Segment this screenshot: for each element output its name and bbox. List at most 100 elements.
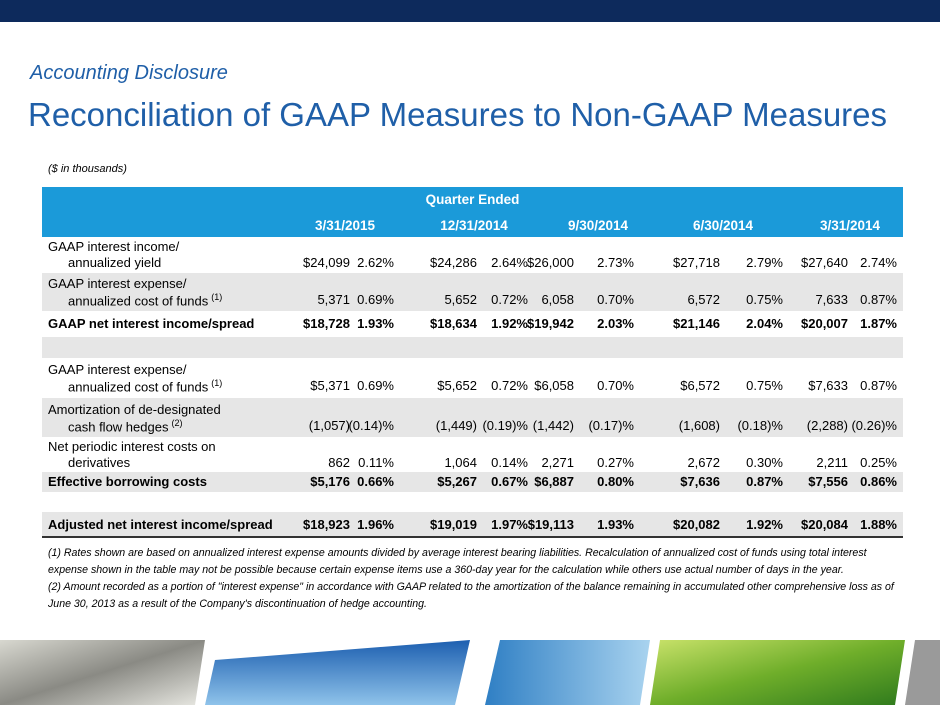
footnote: (2) Amount recorded as a portion of "int…: [48, 581, 894, 610]
cell-value: 0.11%: [358, 454, 394, 470]
cell-value: 1.93%: [597, 517, 634, 532]
cell-value: 2.62%: [357, 255, 394, 270]
cell-value: $19,113: [527, 517, 574, 532]
footnote-ref: (1): [211, 378, 223, 388]
group-header: Quarter Ended: [425, 192, 520, 207]
cell-value: 2.03%: [597, 316, 634, 331]
table-header: [42, 187, 903, 237]
footnote-ref: (2): [171, 417, 183, 428]
cell-value: $6,887: [534, 474, 574, 489]
row-label: annualized yield: [68, 255, 162, 270]
cell-value: (0.19)%: [482, 417, 528, 433]
cell-value: 0.69%: [357, 292, 394, 307]
footnote-ref: (1): [211, 292, 223, 302]
title: Reconciliation of GAAP Measures to Non-G…: [28, 96, 888, 133]
cell-value: 1.96%: [357, 517, 394, 532]
cell-value: $20,007: [801, 316, 848, 331]
cell-value: 6,058: [541, 292, 574, 307]
cell-value: 1,064: [444, 454, 477, 470]
row-label: annualized cost of funds (1): [68, 292, 223, 309]
cell-value: $20,082: [673, 517, 720, 532]
row-label: Amortization of de-designated: [48, 401, 221, 417]
table-row: Adjusted net interest income/spread $18,9…: [42, 512, 903, 538]
table-row: GAAP interest expense/annualized cost of…: [42, 358, 903, 398]
cell-value: 0.70%: [597, 292, 634, 307]
cell-value: $21,146: [673, 316, 720, 331]
cell-value: (1,442): [532, 417, 574, 433]
cell-value: 7,633: [815, 292, 848, 307]
cell-value: (0.26)%: [851, 417, 897, 433]
cell-value: 2.74%: [860, 255, 897, 270]
cell-value: 6,572: [687, 292, 720, 307]
cell-value: 0.87%: [860, 292, 897, 307]
cell-value: $5,176: [310, 474, 350, 489]
cell-value: 1.93%: [357, 316, 394, 331]
cell-value: 2.73%: [597, 255, 634, 270]
cell-value: $24,099: [303, 255, 350, 270]
table-row: Amortization of de-designated cash flow h…: [42, 398, 903, 437]
table-row: GAAP interest income/annualized yield $24…: [42, 237, 903, 273]
table-row: GAAP interest expense/annualized cost of…: [42, 273, 903, 311]
cell-value: $19,942: [527, 316, 574, 331]
row-label: derivatives: [68, 454, 131, 470]
cell-value: 0.86%: [860, 474, 897, 489]
table-row: GAAP net interest income/spread $18,728 1.…: [42, 311, 903, 337]
cell-value: 0.87%: [860, 378, 897, 393]
cell-value: $24,286: [430, 255, 477, 270]
cell-value: (2,288): [806, 417, 848, 433]
cell-value: 0.70%: [597, 378, 634, 393]
cell-value: 0.67%: [491, 474, 528, 489]
cell-value: $18,634: [430, 316, 477, 331]
column-header: 12/31/2014: [440, 218, 508, 233]
blank-row: [42, 492, 903, 512]
cell-value: $26,000: [527, 255, 574, 270]
row-label: Effective borrowing costs: [48, 474, 207, 489]
footnote: (1) Rates shown are based on annualized …: [48, 547, 867, 576]
column-header: 3/31/2014: [819, 218, 881, 233]
cell-value: 2,211: [816, 454, 848, 470]
cell-value: 0.30%: [746, 454, 783, 470]
column-header: 6/30/2014: [692, 218, 754, 233]
cell-value: $27,718: [673, 255, 720, 270]
row-label: annualized cost of funds (1): [68, 378, 223, 395]
cell-value: (0.17)%: [588, 417, 634, 433]
cell-value: (1,449): [435, 417, 477, 433]
cell-value: 0.80%: [597, 474, 634, 489]
cell-value: (1,608): [678, 417, 720, 433]
cell-value: 2,672: [687, 454, 720, 470]
row-label: Adjusted net interest income/spread: [48, 517, 273, 532]
row-label: GAAP interest income/: [48, 239, 180, 254]
cell-value: $7,636: [680, 474, 720, 489]
row-label: GAAP interest expense/: [48, 276, 187, 291]
cell-value: $7,633: [808, 378, 848, 393]
table-row: Effective borrowing costs $5,176 0.66% $5,2…: [42, 472, 903, 492]
cell-value: 0.66%: [357, 474, 394, 489]
cell-value: $5,652: [437, 378, 477, 393]
cell-value: 0.25%: [860, 454, 897, 470]
cell-value: 2,271: [541, 454, 574, 470]
cell-value: 0.87%: [746, 474, 783, 489]
subtitle: Accounting Disclosure: [30, 62, 228, 84]
cell-value: 0.72%: [491, 292, 528, 307]
cell-value: $7,556: [808, 474, 848, 489]
row-label: Net periodic interest costs on: [48, 438, 216, 454]
cell-value: $18,728: [303, 316, 350, 331]
cell-value: $20,084: [801, 517, 848, 532]
cell-value: $19,019: [430, 517, 477, 532]
cell-value: $6,572: [680, 378, 720, 393]
blank-row: [42, 337, 903, 358]
cell-value: 5,371: [317, 292, 350, 307]
cell-value: 0.72%: [491, 378, 528, 393]
row-label: GAAP interest expense/: [48, 362, 187, 377]
cell-value: 862: [328, 454, 350, 470]
cell-value: (0.18)%: [737, 417, 783, 433]
cell-value: 5,652: [444, 292, 477, 307]
row-label: GAAP net interest income/spread: [48, 316, 255, 331]
cell-value: (0.14)%: [348, 417, 394, 433]
cell-value: $18,923: [303, 517, 350, 532]
footnotes: (1) Rates shown are based on annualized …: [48, 545, 904, 613]
table-row: Net periodic interest costs on derivative…: [42, 437, 903, 472]
column-header: 9/30/2014: [567, 218, 629, 233]
cell-value: 2.64%: [491, 255, 528, 270]
cell-value: (1,057): [308, 417, 350, 433]
